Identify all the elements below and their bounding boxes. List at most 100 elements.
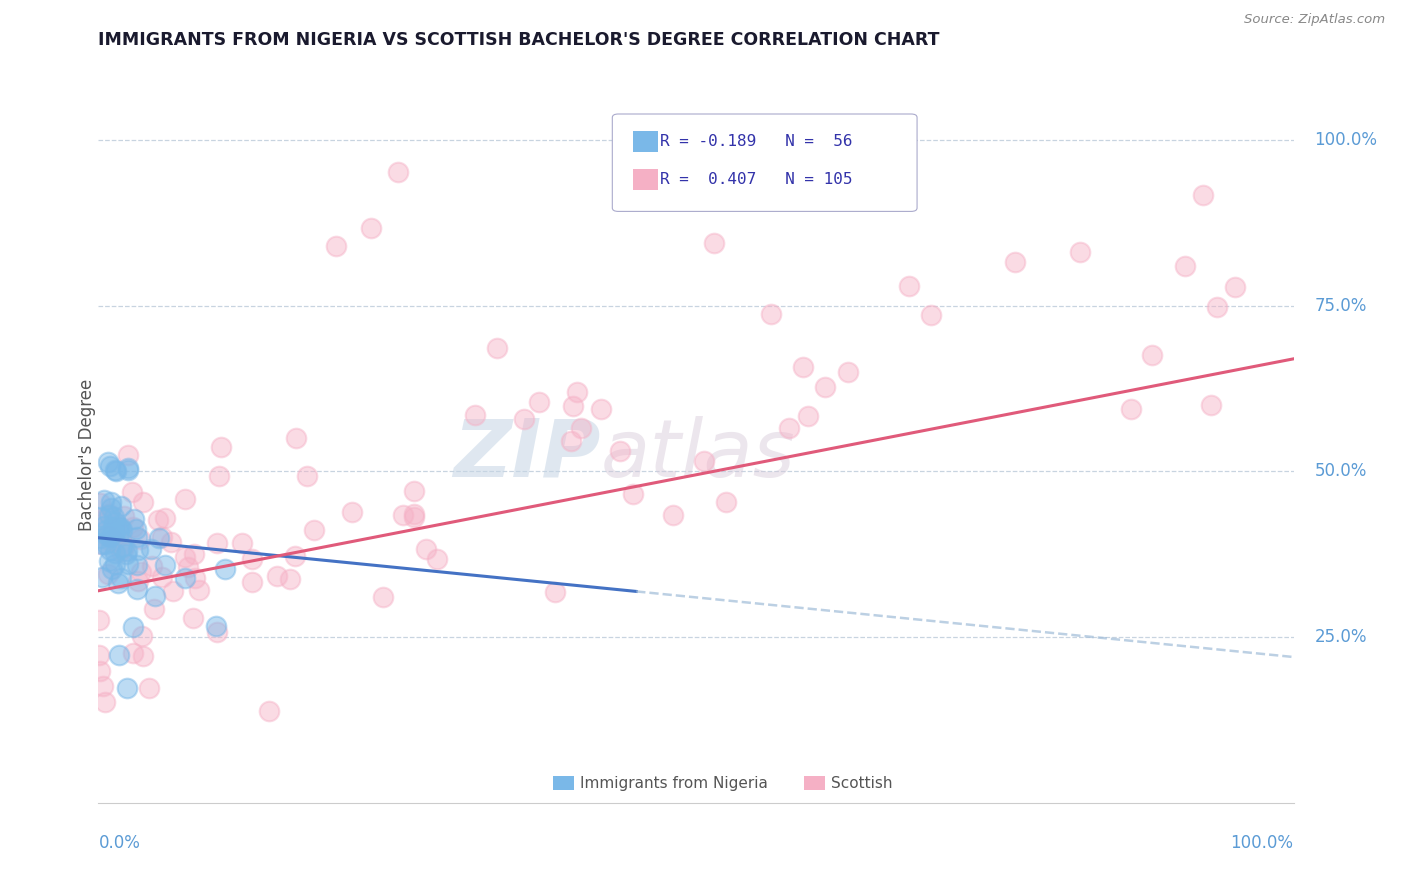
Point — [103, 509, 125, 524]
Point — [90, 537, 112, 551]
Point — [91, 516, 114, 531]
Point — [110, 499, 132, 513]
Point — [661, 508, 683, 523]
Point — [177, 560, 200, 574]
Bar — [553, 776, 574, 790]
Point — [91, 570, 114, 584]
Point — [609, 444, 631, 458]
Point — [125, 582, 148, 597]
Point — [160, 535, 183, 549]
Text: atlas: atlas — [600, 416, 796, 494]
Point — [173, 571, 195, 585]
Point — [897, 278, 920, 293]
Point — [1199, 398, 1222, 412]
Point — [98, 543, 121, 558]
Point — [174, 550, 197, 565]
Point — [94, 695, 117, 709]
Point — [129, 533, 152, 547]
Point — [373, 590, 395, 604]
Point — [814, 380, 837, 394]
Point — [325, 239, 347, 253]
Point — [117, 463, 139, 477]
Point — [569, 421, 592, 435]
Point — [693, 454, 716, 468]
Point — [104, 515, 127, 529]
Point — [97, 567, 120, 582]
Point — [93, 519, 115, 533]
Point — [266, 569, 288, 583]
Point — [181, 611, 204, 625]
Point — [1121, 402, 1143, 417]
Point — [125, 530, 148, 544]
Point — [426, 551, 449, 566]
Point — [415, 542, 437, 557]
Point — [146, 513, 169, 527]
Point — [127, 543, 149, 558]
Point — [360, 220, 382, 235]
Point — [143, 589, 166, 603]
Point — [100, 501, 122, 516]
Point — [89, 496, 111, 510]
Point — [107, 523, 129, 537]
Point — [155, 558, 177, 572]
Point — [141, 559, 163, 574]
Point — [110, 520, 132, 534]
Point — [107, 576, 129, 591]
Point — [464, 408, 486, 422]
Point — [513, 411, 536, 425]
Point — [527, 395, 550, 409]
Point — [103, 520, 125, 534]
Point — [111, 540, 134, 554]
Point — [1069, 245, 1091, 260]
Point — [121, 519, 143, 533]
Point — [110, 571, 132, 585]
Point — [205, 625, 228, 640]
Point — [89, 664, 111, 678]
Point — [104, 534, 127, 549]
Point — [121, 646, 143, 660]
Point — [153, 511, 176, 525]
Point — [110, 528, 132, 542]
Bar — [633, 169, 658, 190]
Text: Scottish: Scottish — [831, 776, 893, 791]
Point — [792, 359, 814, 374]
Text: R = -0.189   N =  56: R = -0.189 N = 56 — [659, 134, 852, 149]
Point — [111, 524, 134, 538]
Point — [98, 459, 121, 474]
Point — [115, 547, 138, 561]
Point — [162, 584, 184, 599]
Point — [112, 540, 135, 554]
Point — [297, 469, 319, 483]
Point — [121, 485, 143, 500]
Point — [544, 585, 567, 599]
Point — [485, 341, 508, 355]
Point — [1174, 259, 1197, 273]
Point — [98, 554, 121, 568]
Text: 25.0%: 25.0% — [1315, 628, 1367, 646]
Text: 50.0%: 50.0% — [1315, 462, 1367, 481]
Point — [778, 421, 800, 435]
Point — [117, 449, 139, 463]
Point — [132, 495, 155, 509]
Point — [150, 530, 173, 544]
Point — [761, 307, 783, 321]
Text: 0.0%: 0.0% — [98, 834, 141, 852]
Text: 75.0%: 75.0% — [1315, 297, 1367, 315]
Point — [112, 509, 135, 524]
Text: Immigrants from Nigeria: Immigrants from Nigeria — [581, 776, 768, 791]
Point — [100, 533, 122, 548]
Point — [259, 705, 281, 719]
Text: R =  0.407   N = 105: R = 0.407 N = 105 — [659, 172, 852, 187]
Point — [302, 523, 325, 537]
Point — [104, 465, 127, 479]
Text: Source: ZipAtlas.com: Source: ZipAtlas.com — [1244, 13, 1385, 27]
Point — [89, 648, 111, 662]
Point — [278, 572, 301, 586]
Point — [589, 402, 612, 417]
Point — [240, 551, 263, 566]
Point — [96, 527, 118, 541]
Point — [97, 455, 120, 469]
Text: IMMIGRANTS FROM NIGERIA VS SCOTTISH BACHELOR'S DEGREE CORRELATION CHART: IMMIGRANTS FROM NIGERIA VS SCOTTISH BACH… — [98, 31, 941, 49]
Point — [98, 507, 121, 521]
Point — [101, 562, 124, 576]
